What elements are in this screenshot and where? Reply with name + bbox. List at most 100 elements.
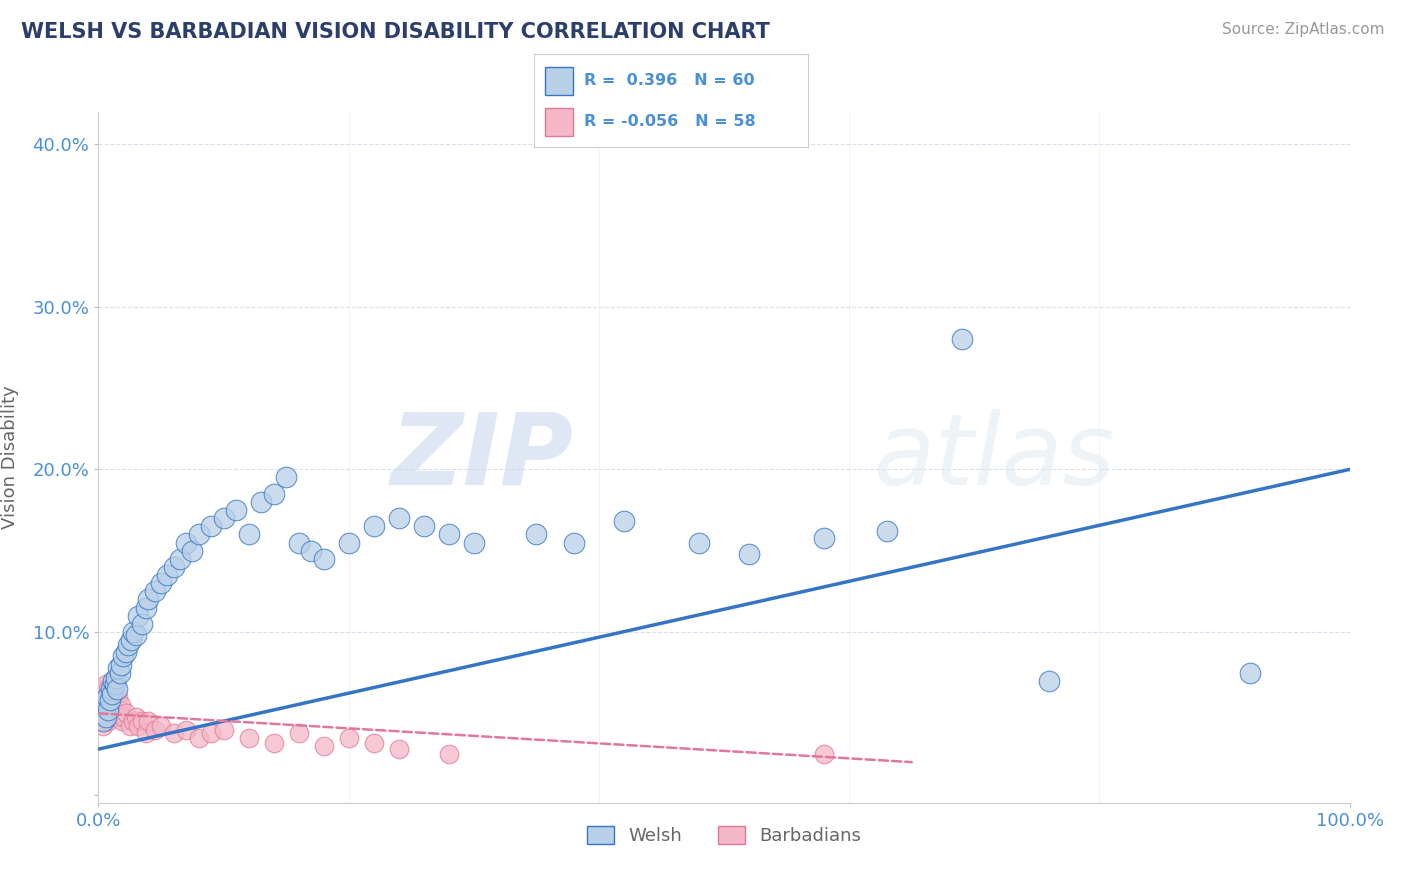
Point <box>363 736 385 750</box>
Point <box>127 608 149 623</box>
Point <box>90 714 112 729</box>
Point <box>181 543 204 558</box>
Point <box>97 703 120 717</box>
Point <box>150 576 173 591</box>
Point <box>238 731 260 745</box>
Point <box>412 519 434 533</box>
Point <box>135 600 157 615</box>
Point <box>174 723 197 737</box>
Point <box>138 714 160 729</box>
Point <box>105 709 128 723</box>
Point <box>287 535 309 549</box>
Point <box>97 681 120 696</box>
Point <box>112 709 135 723</box>
FancyBboxPatch shape <box>546 67 572 95</box>
Point <box>96 698 118 713</box>
Point <box>813 531 835 545</box>
Point <box>187 527 209 541</box>
Point <box>169 551 191 566</box>
Point <box>108 703 131 717</box>
Point <box>91 703 114 717</box>
FancyBboxPatch shape <box>546 108 572 136</box>
Point <box>101 687 124 701</box>
Point <box>112 649 135 664</box>
Point <box>93 719 115 733</box>
Point <box>94 677 117 691</box>
Point <box>143 584 166 599</box>
Point <box>287 726 309 740</box>
Point <box>110 657 132 672</box>
Point <box>312 551 335 566</box>
Text: WELSH VS BARBADIAN VISION DISABILITY CORRELATION CHART: WELSH VS BARBADIAN VISION DISABILITY COR… <box>21 22 770 42</box>
Point <box>103 703 125 717</box>
Point <box>156 568 179 582</box>
Text: ZIP: ZIP <box>391 409 574 506</box>
Point <box>299 543 322 558</box>
Point <box>150 719 173 733</box>
Point <box>115 706 138 721</box>
Text: atlas: atlas <box>875 409 1116 506</box>
Point <box>98 693 121 707</box>
Point <box>143 723 166 737</box>
Point <box>96 690 118 704</box>
Point <box>93 714 115 729</box>
Text: R =  0.396   N = 60: R = 0.396 N = 60 <box>583 73 754 88</box>
Point <box>125 709 148 723</box>
Point <box>120 633 142 648</box>
Point <box>613 515 636 529</box>
Point <box>312 739 335 753</box>
Point <box>131 714 153 729</box>
Point <box>110 698 132 713</box>
Point <box>131 616 153 631</box>
Point <box>107 661 129 675</box>
Point <box>98 693 121 707</box>
Point <box>337 535 360 549</box>
Point <box>1038 673 1060 688</box>
Point <box>93 698 115 713</box>
Point <box>105 681 128 696</box>
Point <box>388 511 411 525</box>
Point <box>813 747 835 761</box>
Point <box>1239 665 1261 680</box>
Point <box>212 511 235 525</box>
Point <box>118 719 141 733</box>
Point <box>93 709 115 723</box>
Point <box>93 698 115 713</box>
Point <box>89 706 111 721</box>
Point <box>93 681 115 696</box>
Point <box>111 714 134 729</box>
Point <box>117 638 139 652</box>
Point <box>104 706 127 721</box>
Point <box>238 527 260 541</box>
Point <box>212 723 235 737</box>
Point <box>90 698 112 713</box>
Point <box>876 524 898 538</box>
Point <box>950 332 973 346</box>
Point <box>174 535 197 549</box>
Point <box>100 690 122 704</box>
Point <box>524 527 547 541</box>
Point <box>225 503 247 517</box>
Point <box>103 673 125 688</box>
Point <box>200 519 222 533</box>
Point <box>91 706 114 721</box>
Legend: Welsh, Barbadians: Welsh, Barbadians <box>579 819 869 853</box>
Point <box>100 698 122 713</box>
Point <box>162 560 184 574</box>
Point <box>125 628 148 642</box>
Point <box>162 726 184 740</box>
Text: R = -0.056   N = 58: R = -0.056 N = 58 <box>583 114 755 129</box>
Point <box>122 714 145 729</box>
Point <box>104 671 127 685</box>
Point <box>107 690 129 704</box>
Point <box>363 519 385 533</box>
Point <box>91 690 114 704</box>
Point <box>138 592 160 607</box>
Point <box>738 547 761 561</box>
Text: Source: ZipAtlas.com: Source: ZipAtlas.com <box>1222 22 1385 37</box>
Point <box>98 706 121 721</box>
Point <box>263 487 285 501</box>
Point <box>108 665 131 680</box>
Point <box>101 681 124 696</box>
Point <box>274 470 298 484</box>
